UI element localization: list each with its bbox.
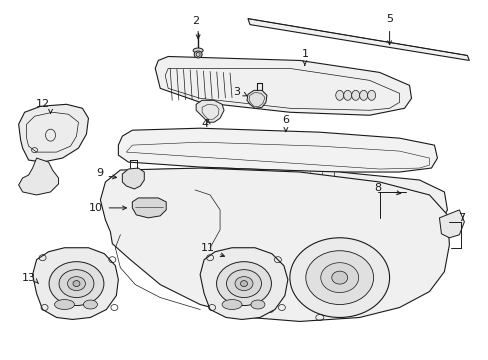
Polygon shape [122, 168, 144, 189]
Ellipse shape [216, 262, 271, 306]
Ellipse shape [351, 90, 359, 100]
Text: 10: 10 [88, 203, 102, 213]
Text: 8: 8 [373, 183, 381, 193]
Polygon shape [19, 104, 88, 162]
Ellipse shape [343, 90, 351, 100]
Text: 6: 6 [282, 115, 289, 125]
Ellipse shape [305, 251, 373, 305]
Text: 12: 12 [36, 99, 50, 109]
Ellipse shape [335, 90, 343, 100]
Polygon shape [118, 128, 437, 172]
Polygon shape [200, 248, 287, 319]
Ellipse shape [320, 263, 358, 293]
Text: 1: 1 [301, 49, 308, 59]
Polygon shape [132, 198, 166, 218]
Ellipse shape [59, 270, 94, 298]
Text: 13: 13 [21, 273, 36, 283]
Ellipse shape [49, 262, 103, 306]
Ellipse shape [55, 300, 74, 310]
Polygon shape [246, 90, 266, 108]
Polygon shape [100, 168, 448, 321]
Polygon shape [247, 19, 468, 60]
Ellipse shape [250, 300, 264, 309]
Polygon shape [33, 248, 118, 319]
Text: 3: 3 [233, 87, 240, 97]
Ellipse shape [67, 276, 85, 291]
Ellipse shape [367, 90, 375, 100]
Ellipse shape [289, 238, 389, 318]
Polygon shape [155, 57, 411, 115]
Ellipse shape [235, 276, 252, 291]
Text: 2: 2 [192, 15, 199, 26]
Polygon shape [118, 168, 447, 235]
Ellipse shape [193, 48, 203, 53]
Ellipse shape [240, 280, 247, 287]
Ellipse shape [73, 280, 80, 287]
Ellipse shape [331, 271, 347, 284]
Ellipse shape [222, 300, 242, 310]
Ellipse shape [226, 270, 261, 298]
Text: 7: 7 [457, 213, 464, 223]
Polygon shape [196, 100, 224, 122]
Ellipse shape [83, 300, 97, 309]
Text: 5: 5 [386, 14, 392, 24]
Ellipse shape [359, 90, 367, 100]
Polygon shape [439, 210, 464, 238]
Text: 11: 11 [201, 243, 215, 253]
Text: 9: 9 [96, 168, 103, 178]
Text: 4: 4 [201, 119, 208, 129]
Polygon shape [19, 158, 59, 195]
Ellipse shape [194, 51, 202, 58]
